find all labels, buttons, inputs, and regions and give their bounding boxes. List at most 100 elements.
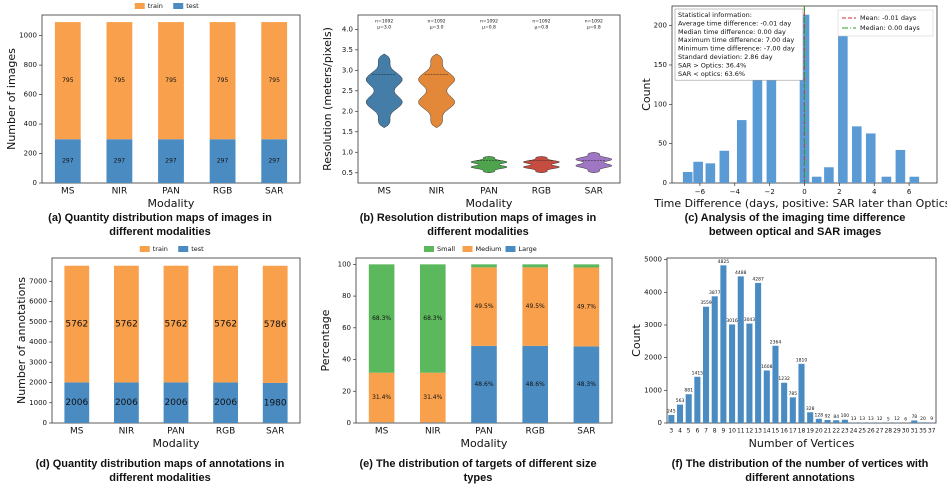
stats-line: SAR < optics: 63.6%	[678, 70, 745, 78]
legend-label: Median: 0.00 days	[860, 24, 920, 32]
data-label: 9	[930, 416, 933, 422]
bar-segment	[262, 265, 288, 383]
y-tick-label: 3.5	[342, 46, 353, 54]
x-tick-label: 4	[678, 428, 682, 435]
bar	[766, 66, 777, 183]
x-tick-label: 26	[867, 428, 875, 435]
data-label: 48.6%	[474, 381, 493, 388]
bar	[841, 419, 848, 423]
x-tick-label: NIR	[119, 427, 135, 437]
bar	[755, 282, 762, 423]
stats-box	[674, 8, 804, 81]
bar	[919, 422, 927, 423]
y-tick-label: 50	[658, 140, 667, 148]
bar-segment	[573, 346, 600, 423]
bar-segment	[114, 265, 139, 383]
legend-label: Large	[519, 245, 537, 253]
bar-segment	[471, 267, 497, 346]
y-axis-label: Count	[630, 323, 643, 356]
caption: (a) Quantity distribution maps of images…	[48, 212, 272, 224]
stats-line: Statistical information:	[678, 11, 752, 19]
bar-segment	[54, 139, 81, 183]
data-label: 48.3%	[577, 381, 596, 388]
x-tick-label: 2	[837, 188, 841, 196]
bar-segment	[163, 265, 189, 383]
violin-n: n=1092	[532, 19, 550, 25]
x-tick-label: 29	[893, 428, 901, 435]
legend-swatch	[134, 3, 145, 9]
x-tick-label: RGB	[532, 187, 551, 197]
x-tick-label: RGB	[216, 427, 235, 437]
x-tick-label: 0	[802, 188, 806, 196]
data-label: 5762	[115, 320, 138, 330]
legend-swatch	[173, 3, 184, 9]
caption: (e) The distribution of targets of diffe…	[359, 458, 596, 470]
x-tick-label: PAN	[167, 427, 185, 437]
bar-segment	[522, 264, 548, 268]
y-tick-label: 2000	[29, 379, 47, 387]
bar-segment	[262, 382, 288, 423]
chart-panel: 0 20 40 60 80 100 Percentage Modality (e) The di…	[319, 245, 613, 484]
bar	[719, 150, 730, 183]
y-tick-label: 7000	[29, 277, 47, 285]
data-label: 6	[904, 416, 907, 422]
x-tick-label: MS	[70, 427, 84, 437]
x-tick-label: −4	[730, 188, 741, 196]
legend-label: Small	[437, 245, 455, 253]
violin-n: n=1092	[428, 19, 446, 25]
y-tick-label: 1000	[29, 399, 47, 407]
x-tick-label: 37	[928, 428, 936, 435]
y-tick-label: 0	[658, 419, 662, 427]
bar	[772, 345, 779, 423]
bar-segment	[158, 139, 184, 183]
x-tick-label: 18	[798, 428, 806, 435]
y-tick-label: 100	[338, 260, 351, 268]
data-label: 297	[165, 158, 177, 165]
bar-segment	[573, 264, 600, 268]
caption: different annotations	[745, 472, 854, 484]
bar	[736, 120, 747, 183]
bar	[703, 306, 710, 423]
bar	[694, 376, 701, 423]
x-tick-label: 15	[772, 428, 780, 435]
x-tick-label: MS	[61, 187, 75, 197]
data-label: 13	[868, 416, 874, 422]
data-label: 78	[911, 414, 917, 420]
x-axis-label: Modality	[466, 197, 513, 210]
x-tick-label: 24	[850, 428, 858, 435]
x-axis-label: Modality	[153, 437, 200, 450]
bar	[781, 382, 788, 423]
x-tick-label: NIR	[425, 427, 441, 437]
data-label: 3043	[744, 317, 756, 323]
x-tick-label: 27	[876, 428, 884, 435]
x-tick-label: −2	[764, 188, 774, 196]
y-tick-label: 150	[654, 61, 667, 69]
data-label: 245	[667, 408, 676, 414]
caption: different modalities	[427, 226, 528, 238]
y-tick-label: 200	[24, 150, 37, 158]
x-axis-label: Number of Vertices	[749, 437, 855, 450]
x-tick-label: 20	[815, 428, 823, 435]
x-tick-label: PAN	[480, 187, 498, 197]
bar-segment	[209, 22, 236, 140]
y-tick-label: 3000	[29, 358, 47, 366]
y-tick-label: 4.0	[342, 25, 353, 33]
data-label: 297	[217, 158, 229, 165]
y-tick-label: 400	[24, 120, 37, 128]
bar	[676, 404, 684, 423]
data-label: 49.7%	[577, 303, 596, 310]
y-tick-label: 1000	[19, 32, 37, 40]
violin-mean: μ=0.8	[482, 25, 496, 31]
data-label: 31.4%	[423, 394, 442, 401]
y-tick-label: 100	[654, 100, 667, 108]
y-tick-label: 3.0	[342, 66, 353, 74]
data-label: 297	[62, 158, 74, 165]
legend-box	[837, 9, 934, 37]
x-tick-label: 31	[910, 428, 918, 435]
data-label: 4825	[718, 259, 730, 265]
bar	[789, 397, 796, 423]
data-label: 31.4%	[372, 394, 391, 401]
bar	[811, 176, 822, 183]
violin	[523, 156, 560, 174]
violin	[575, 152, 613, 174]
